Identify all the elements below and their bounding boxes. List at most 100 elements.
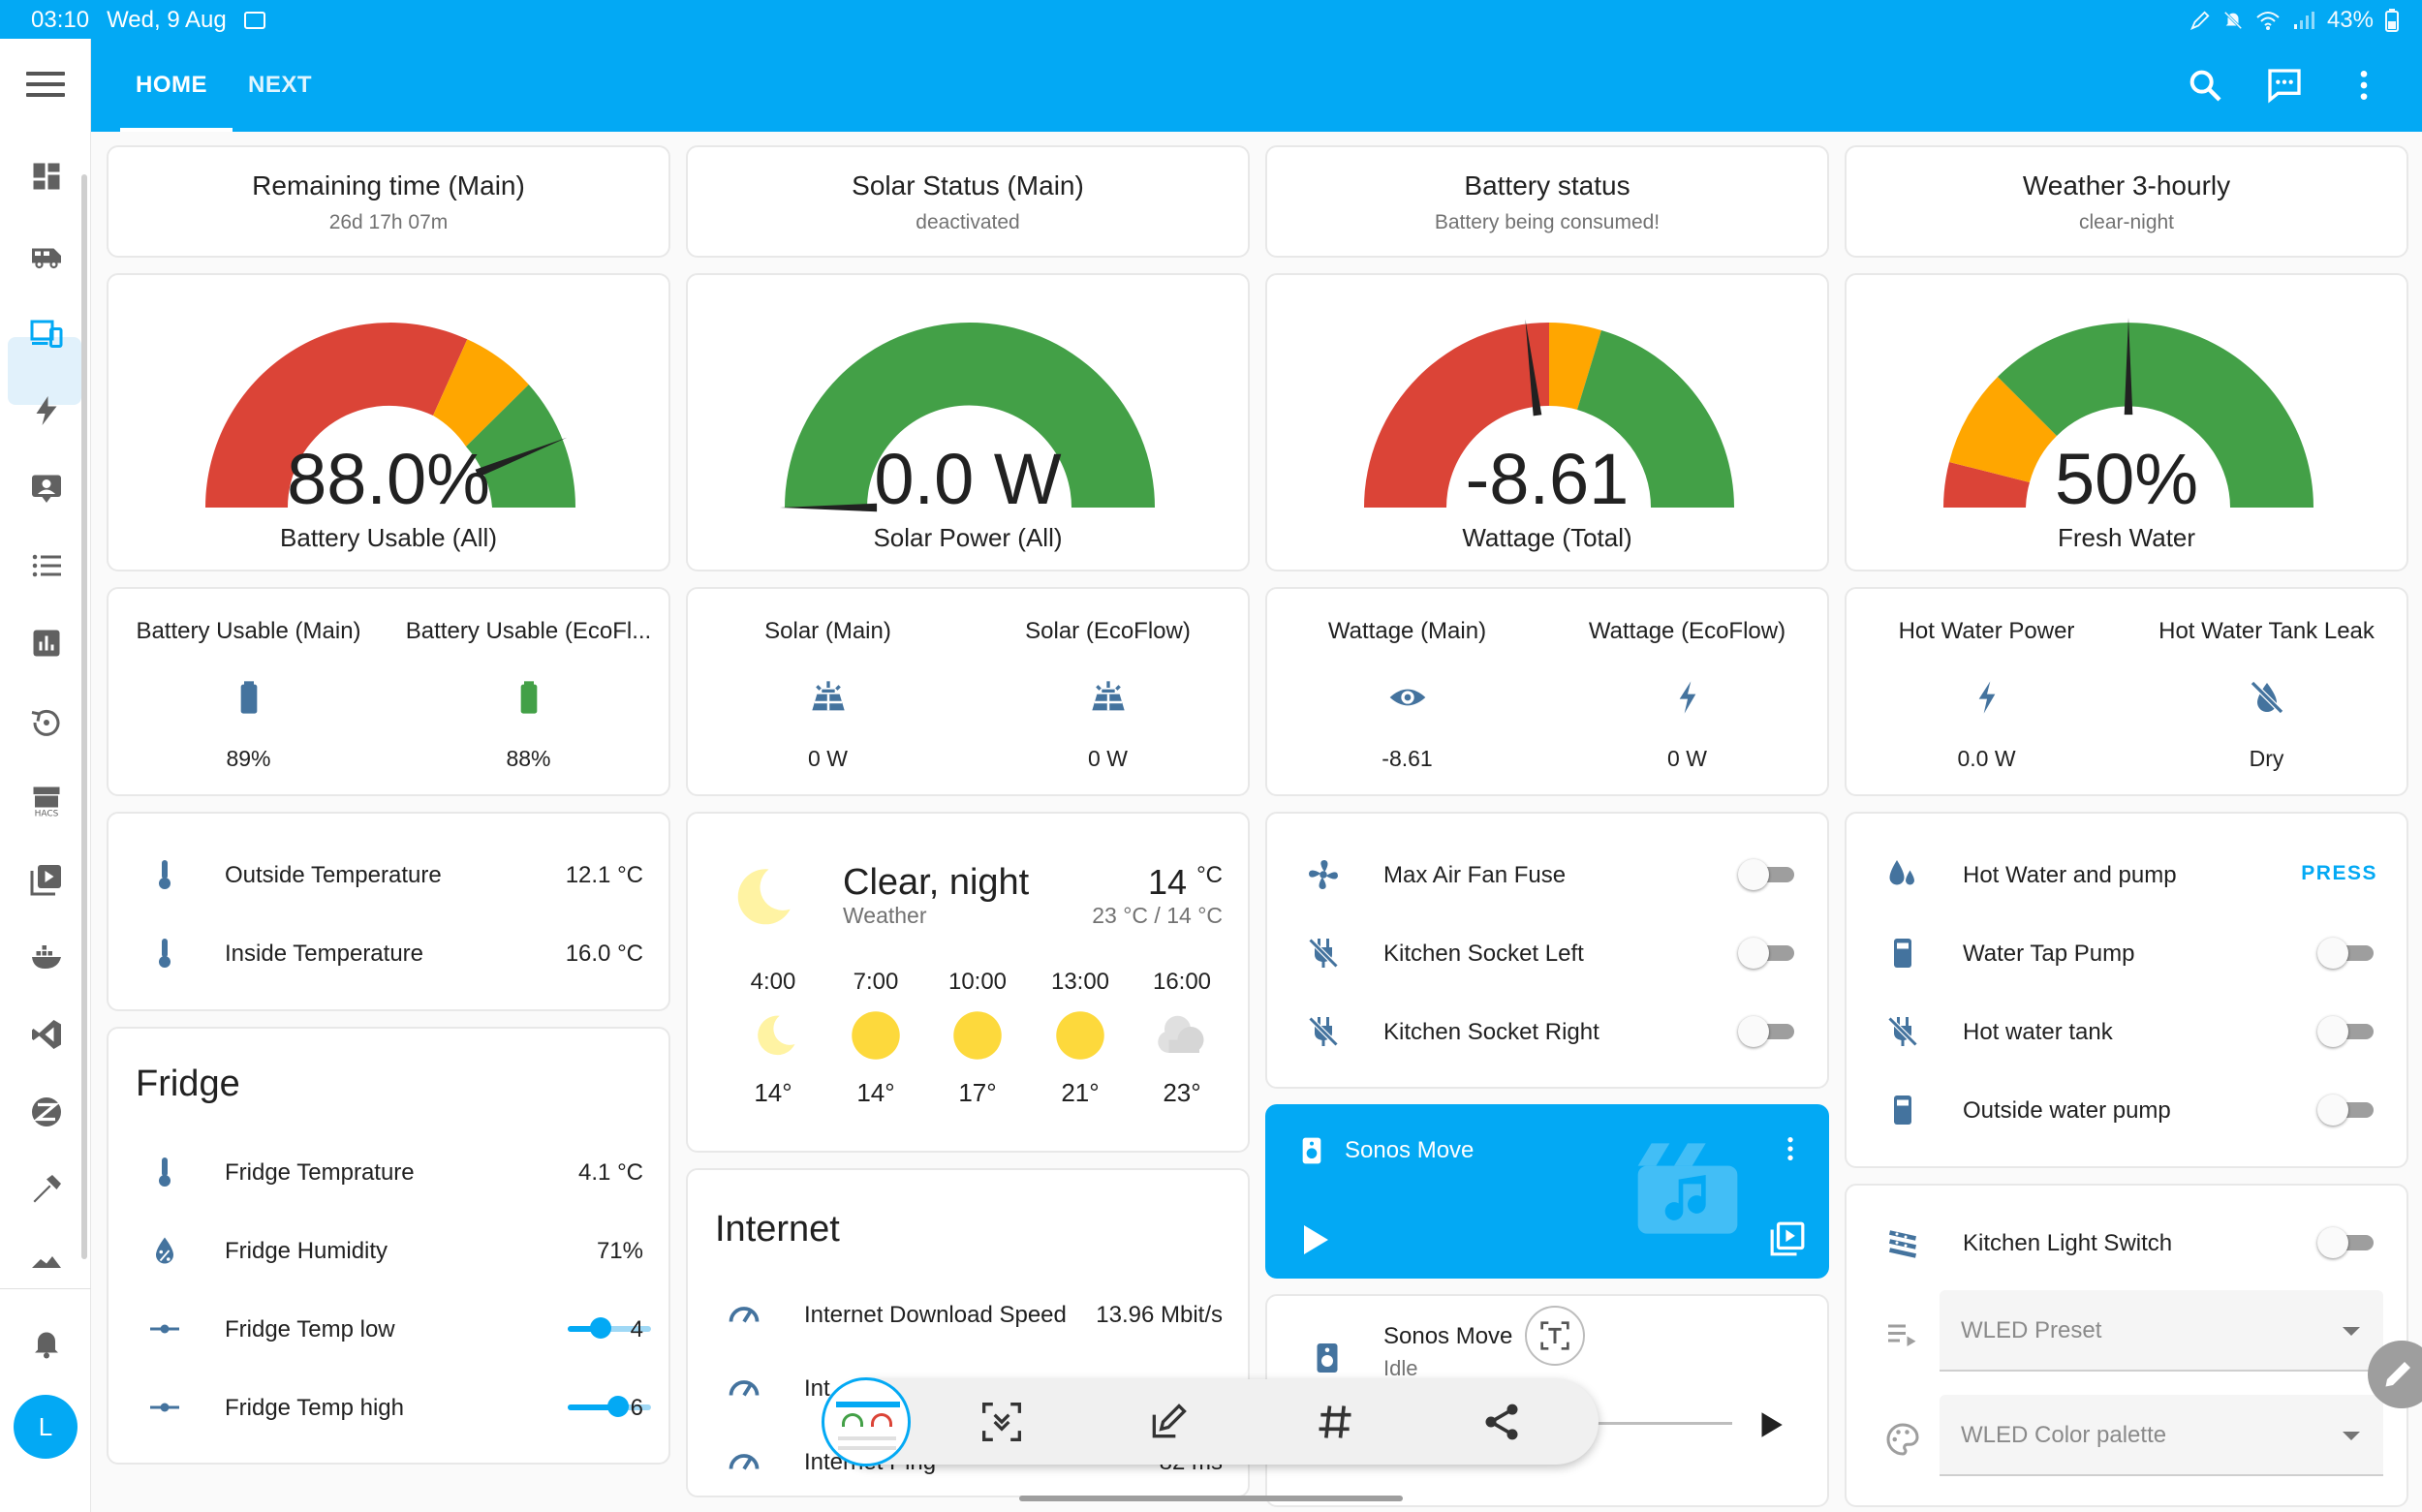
battery-usable-gauge-card[interactable]: 88.0% Battery Usable (All) [107,273,670,571]
switch-row-hot-water-tank: Hot water tank [1847,1007,2406,1056]
sidebar: HACS L [0,39,91,1512]
entity-wattage-ecoflow[interactable]: Wattage (EcoFlow) 0 W [1547,589,1827,794]
screenshot-thumbnail[interactable] [822,1377,911,1466]
select-label: WLED Preset [1961,1317,2102,1343]
wled-color-palette-select[interactable]: WLED Color palette [1940,1395,2383,1476]
active-tab-indicator [120,128,233,132]
energy-icon[interactable] [29,393,64,428]
hashtag-icon[interactable] [1314,1401,1356,1443]
draw-edit-icon[interactable] [1147,1401,1190,1443]
zigbee-icon[interactable] [29,1095,64,1129]
fresh-water-gauge-card[interactable]: 50% Fresh Water [1845,273,2408,571]
entity-row-internet-upload-speed[interactable]: Int [688,1364,1248,1412]
solar-panel-icon [811,681,845,711]
more-vert-icon[interactable] [1775,1129,1806,1168]
kitchen-socket-left-toggle[interactable] [1738,938,1794,969]
scroll-capture-icon[interactable] [980,1401,1023,1443]
assist-chat-icon[interactable] [2265,66,2304,105]
remaining-time-card[interactable]: Remaining time (Main) 26d 17h 07m [107,145,670,258]
dashboard-icon[interactable] [29,159,64,194]
media-browse-icon[interactable] [1769,1220,1806,1257]
sidebar-divider [0,1288,91,1289]
entity-row-outside-temperature[interactable]: Outside Temperature 12.1 °C [109,850,668,899]
gesture-navigation-bar[interactable] [1019,1496,1403,1501]
outside-water-pump-toggle[interactable] [2317,1095,2374,1126]
wattage-total-gauge-card[interactable]: -8.61 Wattage (Total) [1265,273,1829,571]
hot-water-tank-toggle[interactable] [2317,1016,2374,1047]
play-icon[interactable] [1294,1220,1333,1259]
kitchen-light-switch-toggle[interactable] [2317,1227,2374,1258]
entity-hot-water-power[interactable]: Hot Water Power 0.0 W [1847,589,2127,794]
weather-forecast-card[interactable]: Clear, night Weather 14 °C 23 °C / 14 °C… [686,812,1250,1153]
entity-solar-main[interactable]: Solar (Main) 0 W [688,589,968,794]
entity-value: 13.96 Mbit/s [1096,1302,1223,1328]
user-avatar[interactable]: L [14,1395,78,1459]
logbook-icon[interactable] [29,705,64,740]
sidebar-scrollbar[interactable] [81,174,87,1259]
volume-slider-track[interactable] [1597,1422,1732,1425]
entity-hot-water-tank-leak[interactable]: Hot Water Tank Leak Dry [2127,589,2406,794]
press-button[interactable]: PRESS [2301,862,2377,884]
docker-icon[interactable] [29,940,64,974]
solar-status-card[interactable]: Solar Status (Main) deactivated [686,145,1250,258]
play-icon[interactable] [1754,1408,1786,1441]
forecast-time: 4:00 [750,969,796,995]
entity-row-inside-temperature[interactable]: Inside Temperature 16.0 °C [109,929,668,977]
select-label: WLED Color palette [1961,1422,2167,1448]
media-control-card[interactable]: Sonos Move [1265,1104,1829,1279]
history-chart-icon[interactable] [29,626,64,661]
notifications-bell-icon[interactable] [29,1325,64,1360]
devices-icon[interactable] [29,316,64,351]
share-icon[interactable] [1480,1401,1523,1443]
entity-row-internet-download-speed[interactable]: Internet Download Speed 13.96 Mbit/s [688,1290,1248,1339]
entity-wattage-main[interactable]: Wattage (Main) -8.61 [1267,589,1547,794]
fridge-temp-high-slider[interactable] [568,1396,651,1417]
ray-vertex-icon [150,1403,179,1412]
wled-preset-select[interactable]: WLED Preset [1940,1290,2383,1372]
edit-dashboard-button[interactable] [2368,1341,2422,1408]
gauge-arc [1364,319,1734,508]
menu-icon[interactable] [26,72,65,101]
entity-battery-usable-ecoflow[interactable]: Battery Usable (EcoFl... 88% [388,589,668,794]
battery-status-card[interactable]: Battery status Battery being consumed! [1265,145,1829,258]
entity-battery-usable-main[interactable]: Battery Usable (Main) 89% [109,589,388,794]
hacs-icon[interactable]: HACS [29,783,64,818]
more-vert-icon[interactable] [2344,66,2383,105]
moon-icon [758,1015,795,1056]
gauge-arc [1943,318,2313,508]
card-title: Remaining time (Main) [252,170,525,201]
tank-icon [1894,1095,1911,1125]
forecast-temp: 17° [958,1078,997,1107]
entity-solar-ecoflow[interactable]: Solar (EcoFlow) 0 W [968,589,1248,794]
search-icon[interactable] [2186,66,2224,105]
entity-name: Kitchen Socket Right [1383,1019,1599,1045]
more-sidebar-icon[interactable] [29,1250,64,1269]
developer-tools-icon[interactable] [29,1172,64,1207]
entity-name: Inside Temperature [225,941,424,967]
entity-name: Internet Download Speed [804,1302,1067,1328]
media-row-name: Sonos Move [1383,1323,1513,1349]
weather-3-hourly-card[interactable]: Weather 3-hourly clear-night [1845,145,2408,258]
entity-row-fridge-humidity[interactable]: Fridge Humidity 71% [109,1226,668,1275]
tab-home[interactable]: HOME [136,72,207,98]
vscode-icon[interactable] [29,1017,64,1052]
kitchen-socket-right-toggle[interactable] [1738,1016,1794,1047]
person-badge-icon[interactable] [29,471,64,506]
list-icon[interactable] [29,548,64,583]
led-strip-icon [1889,1230,1916,1258]
solar-power-gauge-card[interactable]: 0.0 W Solar Power (All) [686,273,1250,571]
switch-row-water-tap-pump: Water Tap Pump [1847,929,2406,977]
water-tap-pump-toggle[interactable] [2317,938,2374,969]
forecast-item: 16:00 23° [1132,969,1232,1108]
status-time: 03:10 [31,7,90,33]
weather-temp-unit: °C [1196,862,1223,888]
entity-row-fridge-temperature[interactable]: Fridge Temprature 4.1 °C [109,1148,668,1196]
forecast-item: 7:00 14° [825,969,926,1108]
tab-next[interactable]: NEXT [248,72,313,98]
text-extract-button[interactable] [1525,1306,1585,1366]
van-icon[interactable] [29,238,64,273]
max-air-fan-fuse-toggle[interactable] [1738,859,1794,890]
fridge-temp-low-slider[interactable] [568,1317,651,1339]
speaker-icon [1302,1137,1321,1164]
media-browser-icon[interactable] [29,862,64,897]
